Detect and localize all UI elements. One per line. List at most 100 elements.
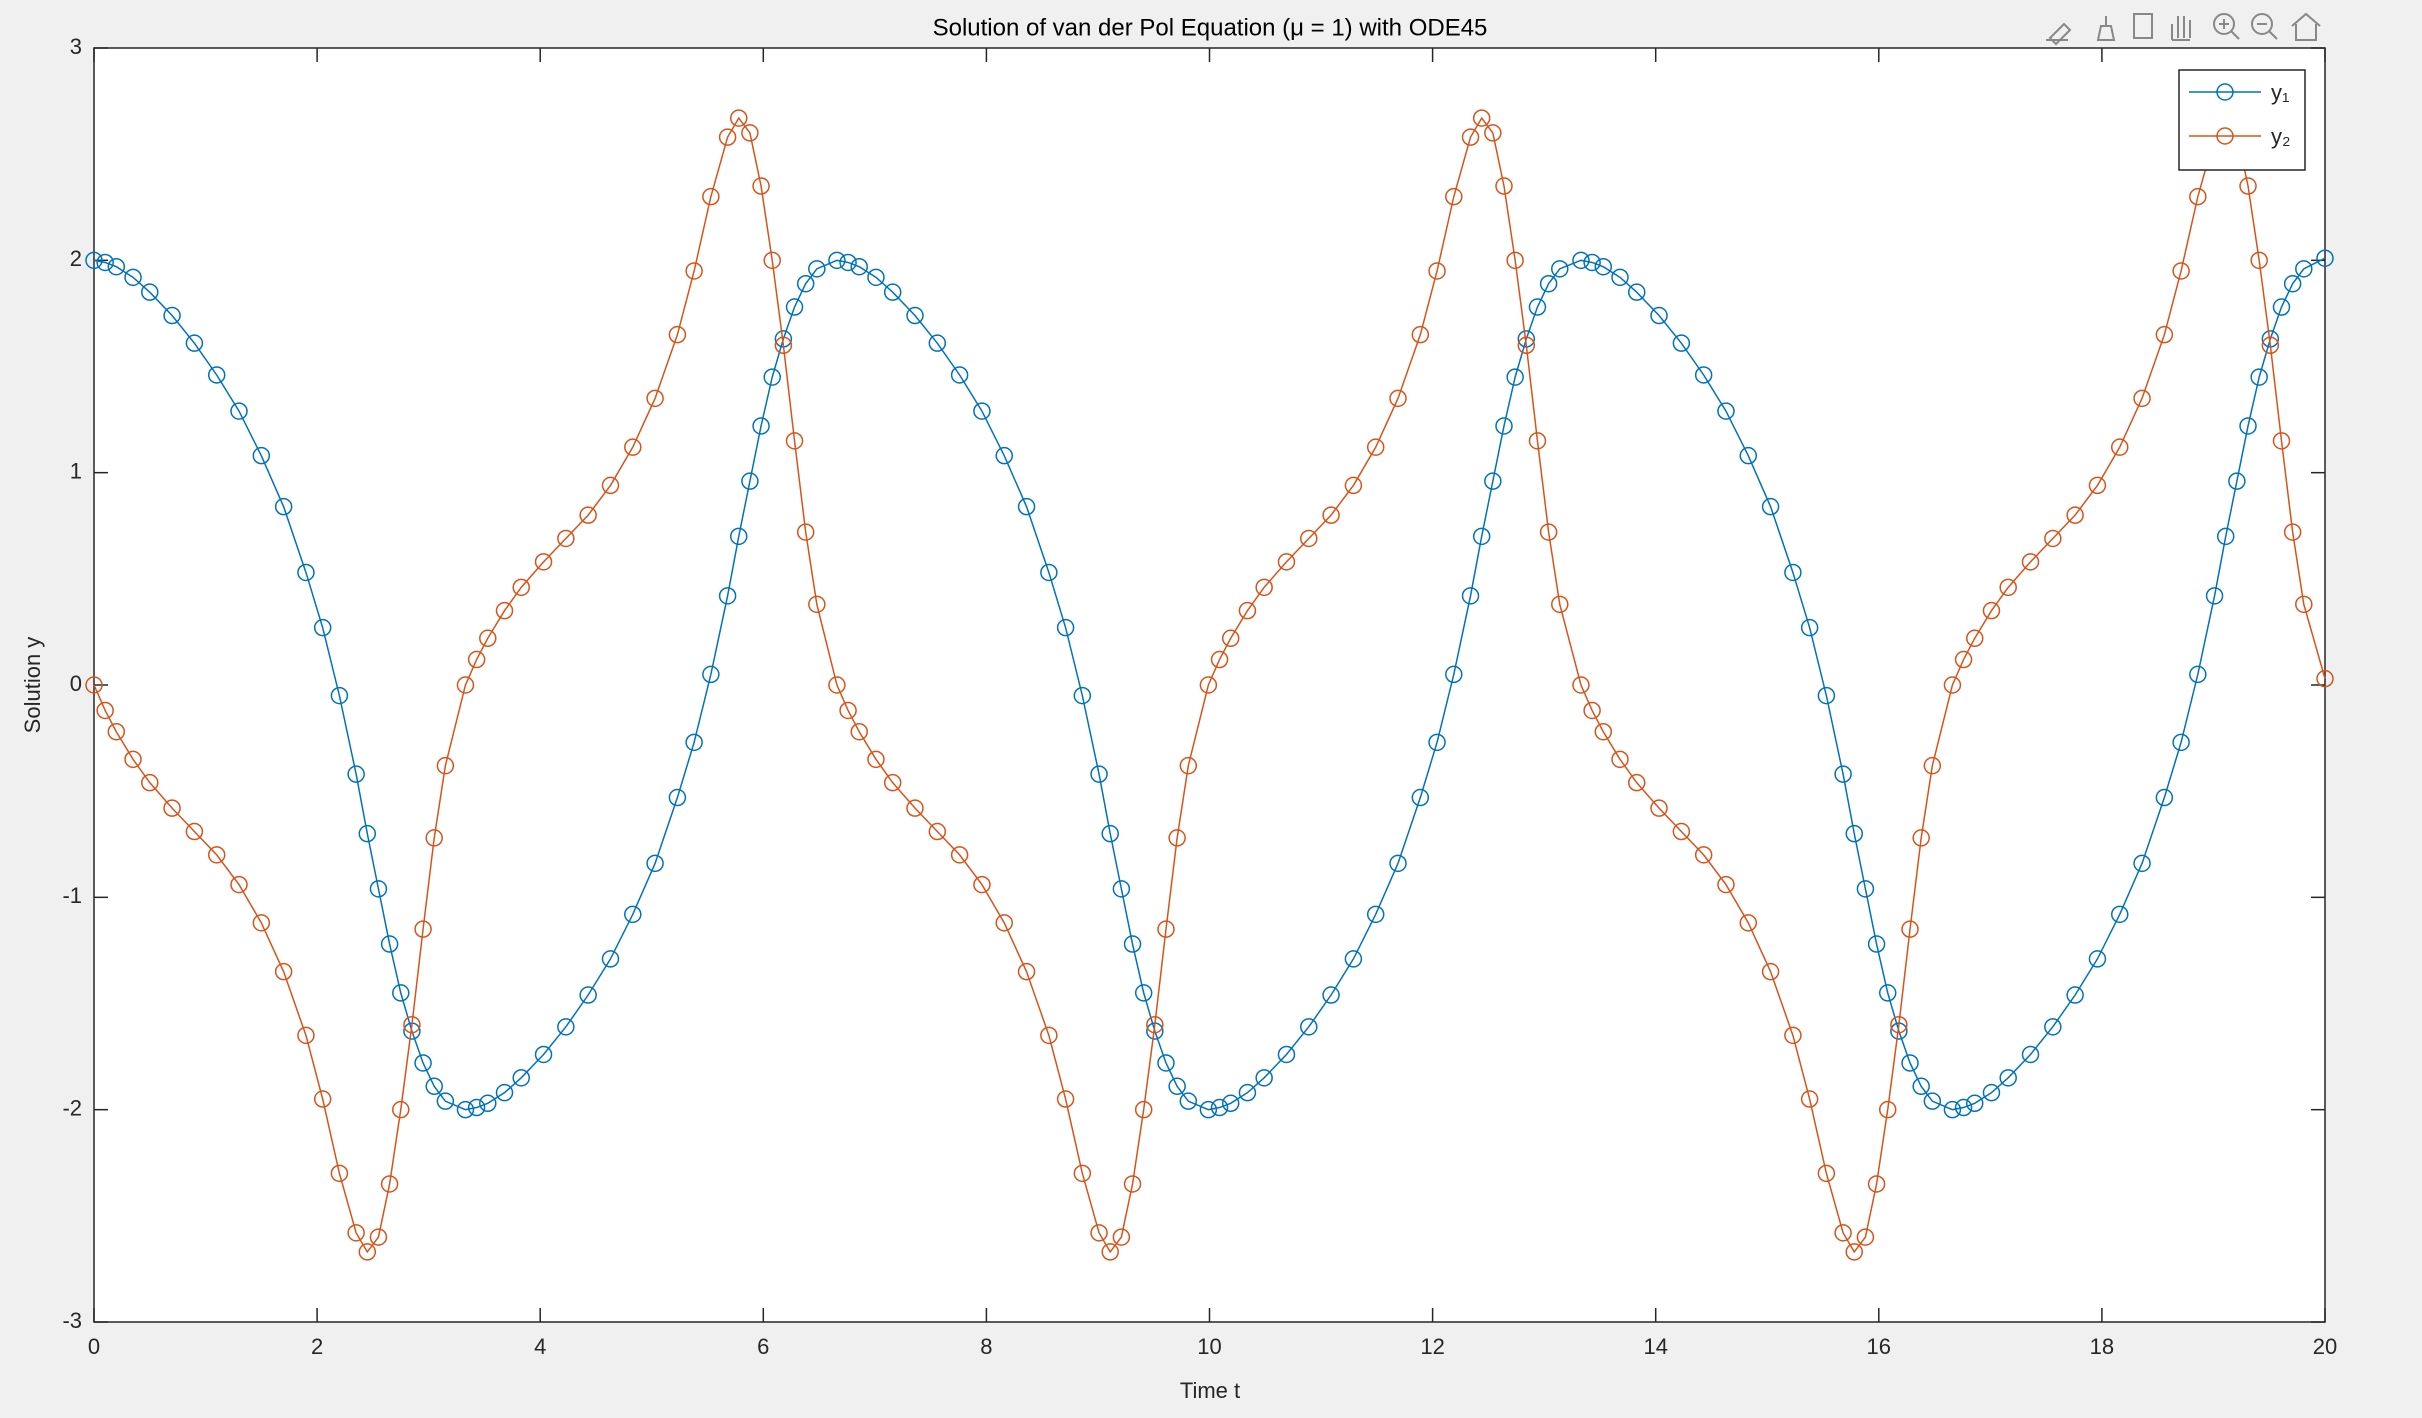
- data-marker: [1912, 829, 1930, 847]
- data-marker: [534, 553, 553, 571]
- data-marker: [207, 366, 226, 384]
- data-marker: [141, 773, 159, 792]
- data-marker: [702, 187, 720, 206]
- data-marker: [2044, 1018, 2062, 1036]
- data-marker: [1761, 962, 1780, 981]
- data-marker: [124, 750, 142, 769]
- data-marker: [1411, 325, 1430, 344]
- data-marker: [2189, 187, 2207, 206]
- data-marker: [928, 334, 947, 352]
- data-marker: [512, 578, 530, 597]
- data-marker: [1890, 1015, 1908, 1034]
- data-marker: [646, 389, 664, 408]
- data-marker: [1923, 756, 1942, 775]
- legend: y₁ y₂: [2178, 69, 2306, 171]
- x-tick-label: 4: [534, 1334, 546, 1359]
- data-marker: [808, 595, 826, 614]
- data-marker: [380, 935, 399, 953]
- data-marker: [1134, 984, 1153, 1002]
- data-marker: [1867, 1175, 1886, 1193]
- data-marker: [436, 1092, 455, 1110]
- data-marker: [1694, 366, 1713, 384]
- y-axis-label: Solution y: [20, 637, 45, 734]
- data-marker: [1650, 306, 1668, 325]
- data-marker: [1366, 438, 1385, 456]
- data-marker: [495, 601, 514, 620]
- data-marker: [785, 298, 804, 316]
- data-marker: [1472, 527, 1491, 546]
- data-marker: [2283, 523, 2302, 541]
- data-marker: [1146, 1015, 1164, 1034]
- data-marker: [369, 1228, 388, 1246]
- data-marker: [1344, 950, 1363, 968]
- data-marker: [1982, 601, 2001, 620]
- data-marker: [2228, 472, 2246, 490]
- data-marker: [1428, 733, 1446, 752]
- edit-icon[interactable]: [2046, 22, 2072, 46]
- data-marker: [1694, 846, 1713, 864]
- data-marker: [1800, 1090, 1819, 1108]
- data-marker: [107, 722, 126, 741]
- data-marker: [624, 438, 642, 456]
- data-marker: [2066, 986, 2084, 1004]
- data-marker: [1073, 1164, 1092, 1183]
- data-marker: [495, 1083, 514, 1102]
- toolbar: [2046, 12, 2321, 46]
- data-marker: [1157, 1054, 1175, 1072]
- data-marker: [1528, 298, 1547, 316]
- data-marker: [2250, 368, 2268, 386]
- data-marker: [1300, 1018, 1318, 1036]
- x-tick-label: 18: [2090, 1334, 2114, 1359]
- data-marker: [1300, 529, 1318, 548]
- data-marker: [85, 251, 103, 270]
- data-marker: [347, 1224, 365, 1242]
- data-marker: [1495, 177, 1513, 195]
- data-marker: [828, 676, 846, 694]
- data-marker: [1277, 1045, 1296, 1064]
- data-marker: [2189, 665, 2207, 684]
- data-marker: [1090, 1224, 1108, 1242]
- pan-icon[interactable]: [2171, 16, 2191, 41]
- zoom-in-icon[interactable]: [2213, 13, 2235, 35]
- data-marker: [557, 529, 575, 548]
- x-tick-label: 16: [1867, 1334, 1891, 1359]
- data-marker: [230, 875, 248, 894]
- x-axis-label: Time t: [1180, 1378, 1240, 1403]
- data-marker: [96, 701, 114, 720]
- data-marker: [1611, 268, 1629, 287]
- data-marker: [685, 262, 703, 280]
- zoom-out-icon[interactable]: [2251, 13, 2273, 35]
- brush-icon[interactable]: [2096, 16, 2116, 41]
- data-marker: [2272, 432, 2291, 450]
- data-marker: [1472, 109, 1491, 127]
- data-marker: [1867, 935, 1886, 953]
- data-marker: [1627, 283, 1646, 301]
- data-marker: [414, 1054, 432, 1072]
- data-marker: [2044, 529, 2062, 548]
- data-marker: [467, 1098, 486, 1117]
- data-marker: [1484, 472, 1502, 490]
- data-marker: [1965, 1094, 1984, 1113]
- home-icon[interactable]: [2291, 12, 2321, 41]
- data-marker: [668, 788, 687, 807]
- data-marker: [534, 1045, 553, 1064]
- data-marker: [1506, 368, 1524, 386]
- data-marker: [702, 665, 720, 684]
- data-marker: [1856, 880, 1875, 898]
- data-marker: [1101, 1243, 1119, 1261]
- data-marker: [839, 253, 857, 272]
- data-marker: [2110, 905, 2129, 924]
- data-marker: [741, 472, 759, 490]
- legend-icon[interactable]: [2133, 13, 2153, 39]
- data-marker: [1461, 128, 1480, 146]
- data-marker: [1672, 334, 1691, 352]
- data-marker: [141, 283, 159, 301]
- data-marker: [1672, 822, 1691, 841]
- data-marker: [995, 914, 1013, 932]
- data-marker: [2295, 595, 2313, 614]
- data-marker: [557, 1018, 575, 1036]
- data-marker: [1572, 251, 1590, 270]
- legend-marker: [2216, 127, 2234, 145]
- data-marker: [2155, 788, 2174, 807]
- data-marker: [1411, 788, 1430, 807]
